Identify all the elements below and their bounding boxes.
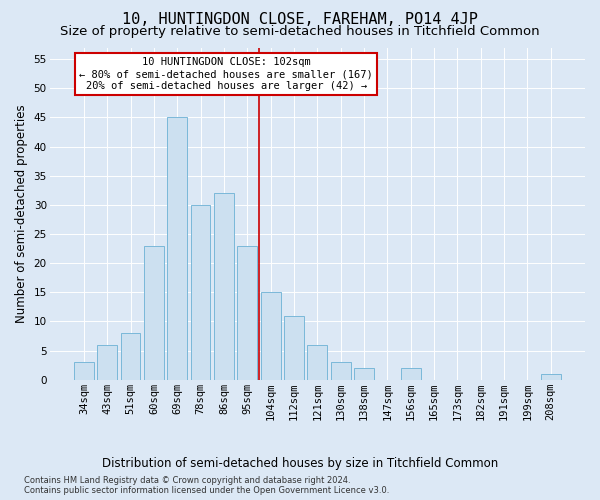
Bar xyxy=(260,292,281,380)
Bar xyxy=(214,193,234,380)
Bar xyxy=(354,368,374,380)
Bar xyxy=(541,374,560,380)
Bar xyxy=(331,362,350,380)
Text: Distribution of semi-detached houses by size in Titchfield Common: Distribution of semi-detached houses by … xyxy=(102,458,498,470)
Bar xyxy=(74,362,94,380)
Bar xyxy=(191,205,211,380)
Y-axis label: Number of semi-detached properties: Number of semi-detached properties xyxy=(15,104,28,323)
Text: Contains HM Land Registry data © Crown copyright and database right 2024.: Contains HM Land Registry data © Crown c… xyxy=(24,476,350,485)
Text: 10 HUNTINGDON CLOSE: 102sqm
← 80% of semi-detached houses are smaller (167)
20% : 10 HUNTINGDON CLOSE: 102sqm ← 80% of sem… xyxy=(79,58,373,90)
Bar xyxy=(238,246,257,380)
Bar xyxy=(401,368,421,380)
Bar xyxy=(97,345,117,380)
Bar xyxy=(284,316,304,380)
Text: Size of property relative to semi-detached houses in Titchfield Common: Size of property relative to semi-detach… xyxy=(60,25,540,38)
Bar xyxy=(167,118,187,380)
Text: Contains public sector information licensed under the Open Government Licence v3: Contains public sector information licen… xyxy=(24,486,389,495)
Text: 10, HUNTINGDON CLOSE, FAREHAM, PO14 4JP: 10, HUNTINGDON CLOSE, FAREHAM, PO14 4JP xyxy=(122,12,478,28)
Bar xyxy=(307,345,327,380)
Bar xyxy=(144,246,164,380)
Bar xyxy=(121,333,140,380)
